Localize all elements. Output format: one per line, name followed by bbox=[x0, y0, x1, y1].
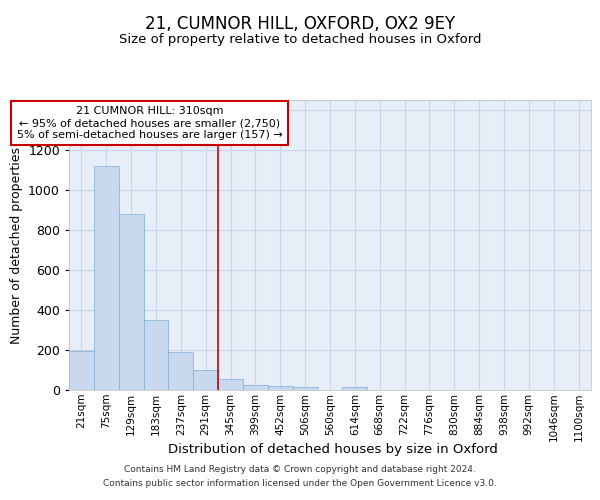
Bar bbox=[94, 166, 119, 390]
Text: Size of property relative to detached houses in Oxford: Size of property relative to detached ho… bbox=[119, 32, 481, 46]
Bar bbox=[143, 320, 169, 390]
Text: 21, CUMNOR HILL, OXFORD, OX2 9EY: 21, CUMNOR HILL, OXFORD, OX2 9EY bbox=[145, 15, 455, 33]
Bar bbox=[268, 386, 293, 390]
Text: 21 CUMNOR HILL: 310sqm
← 95% of detached houses are smaller (2,750)
5% of semi-d: 21 CUMNOR HILL: 310sqm ← 95% of detached… bbox=[17, 106, 283, 140]
Text: Contains HM Land Registry data © Crown copyright and database right 2024.
Contai: Contains HM Land Registry data © Crown c… bbox=[103, 466, 497, 487]
Bar bbox=[343, 388, 367, 390]
Bar bbox=[243, 386, 268, 390]
Bar bbox=[119, 214, 143, 390]
Bar bbox=[218, 379, 243, 390]
Bar bbox=[69, 351, 94, 390]
Bar bbox=[193, 370, 218, 390]
Text: Distribution of detached houses by size in Oxford: Distribution of detached houses by size … bbox=[168, 442, 498, 456]
Bar bbox=[293, 386, 317, 390]
Bar bbox=[169, 352, 193, 390]
Y-axis label: Number of detached properties: Number of detached properties bbox=[10, 146, 23, 344]
